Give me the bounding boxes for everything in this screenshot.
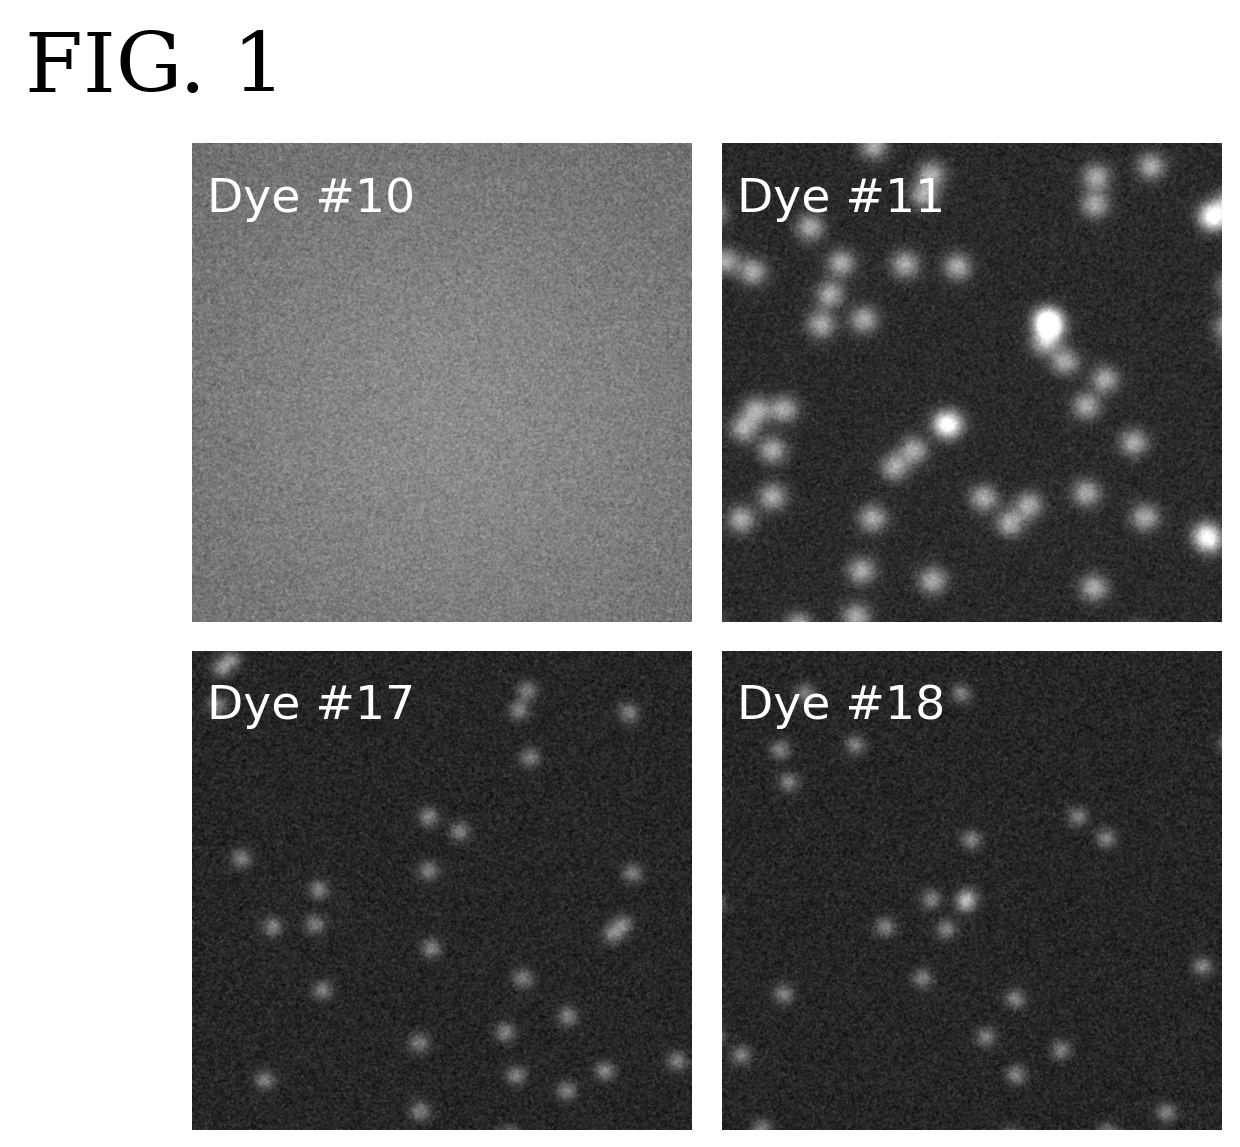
Text: FIG. 1: FIG. 1 bbox=[25, 29, 285, 109]
Text: Dye #10: Dye #10 bbox=[207, 177, 415, 221]
Text: Dye #18: Dye #18 bbox=[738, 685, 946, 729]
Text: Dye #17: Dye #17 bbox=[207, 685, 415, 729]
Text: Dye #11: Dye #11 bbox=[738, 177, 946, 221]
